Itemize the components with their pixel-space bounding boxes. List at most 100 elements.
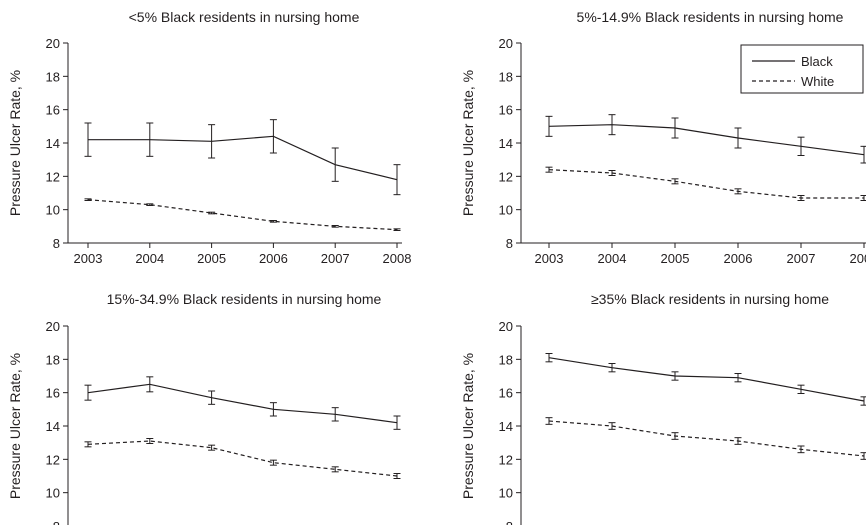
legend: Black White [740, 44, 864, 94]
legend-box [740, 44, 864, 94]
error-bar-white [671, 432, 679, 440]
y-tick-label: 18 [499, 352, 513, 367]
y-tick-label: 12 [499, 452, 513, 467]
series-black [84, 376, 401, 430]
series-line-black [88, 135, 398, 181]
y-axis-label: Pressure Ulcer Rate, % [460, 70, 476, 216]
series-line-black [548, 357, 865, 402]
y-tick-label: 8 [53, 519, 60, 525]
x-tick-label: 2007 [787, 251, 816, 266]
x-tick-label: 2007 [321, 251, 350, 266]
error-bar-white [269, 459, 277, 466]
series-line-white [87, 440, 398, 477]
chart-panel-3: 15%-34.9% Black residents in nursing hom… [7, 291, 401, 525]
series-line-white [87, 199, 398, 231]
error-bar-black [860, 145, 866, 164]
error-bar-white [331, 466, 339, 473]
chart-panel-2: 5%-14.9% Black residents in nursing home… [460, 9, 866, 266]
series-black [545, 353, 866, 406]
error-bar-black [797, 384, 805, 394]
error-bar-black [84, 384, 92, 401]
y-tick-label: 8 [506, 519, 513, 525]
y-tick-label: 20 [46, 36, 60, 51]
panel-title: ≥35% Black residents in nursing home [591, 291, 829, 307]
y-tick-label: 20 [46, 319, 60, 334]
series-black [84, 119, 401, 196]
error-bar-black [734, 373, 742, 383]
y-axis-label: Pressure Ulcer Rate, % [460, 353, 476, 499]
y-tick-label: 10 [499, 203, 513, 218]
x-tick-label: 2008 [850, 251, 866, 266]
panel-title: 5%-14.9% Black residents in nursing home [577, 9, 844, 25]
panel-title: <5% Black residents in nursing home [129, 9, 360, 25]
error-bar-white [797, 445, 805, 454]
y-tick-label: 14 [46, 136, 60, 151]
error-bar-white [269, 220, 277, 223]
chart-panel-1: <5% Black residents in nursing home 8 10 12… [7, 9, 411, 266]
x-tick-label: 2006 [724, 251, 753, 266]
error-bar-white [734, 188, 742, 195]
chart-panel-4: ≥35% Black residents in nursing home 8 10 1… [460, 291, 866, 525]
y-tick-label: 20 [499, 319, 513, 334]
error-bar-black [860, 396, 866, 406]
error-bar-black [671, 117, 679, 139]
error-bar-black [545, 353, 553, 363]
error-bar-white [608, 422, 616, 430]
series-line-white [548, 420, 865, 457]
y-tick-label: 8 [53, 236, 60, 251]
y-tick-label: 12 [46, 452, 60, 467]
legend-label-black: Black [801, 54, 833, 69]
legend-label-white: White [801, 74, 834, 89]
error-bar-black [608, 114, 616, 136]
series-line-white [548, 169, 864, 199]
x-tick-label: 2005 [197, 251, 226, 266]
y-tick-label: 12 [499, 169, 513, 184]
error-bar-black [331, 147, 339, 182]
error-bar-white [545, 417, 553, 425]
y-axis-label: Pressure Ulcer Rate, % [7, 353, 23, 499]
y-tick-label: 16 [499, 103, 513, 118]
error-bar-white [608, 170, 616, 176]
y-tick-label: 8 [506, 236, 513, 251]
error-bar-white [84, 198, 92, 201]
y-tick-label: 14 [499, 136, 513, 151]
series-line-black [548, 124, 865, 156]
series-white [84, 198, 401, 231]
error-bar-black [331, 407, 339, 422]
y-tick-label: 18 [46, 352, 60, 367]
error-bar-white [797, 195, 805, 201]
y-tick-label: 16 [499, 386, 513, 401]
y-tick-label: 14 [46, 419, 60, 434]
series-black [545, 114, 866, 164]
y-tick-label: 10 [499, 486, 513, 501]
y-tick-label: 18 [46, 69, 60, 84]
error-bar-black [146, 376, 154, 393]
error-bar-white [84, 441, 92, 448]
error-bar-black [208, 390, 216, 405]
x-tick-label: 2004 [598, 251, 627, 266]
series-white [84, 438, 401, 479]
error-bar-black [269, 119, 277, 154]
error-bar-white [671, 178, 679, 185]
error-bar-white [208, 444, 216, 451]
y-tick-label: 14 [499, 419, 513, 434]
error-bar-white [393, 228, 401, 231]
error-bar-black [671, 371, 679, 381]
error-bar-black [393, 415, 401, 430]
error-bar-white [146, 438, 154, 444]
error-bar-white [146, 203, 154, 206]
y-tick-label: 18 [499, 69, 513, 84]
error-bar-black [146, 122, 154, 157]
error-bar-white [860, 452, 866, 460]
panel-title: 15%-34.9% Black residents in nursing hom… [107, 291, 382, 307]
error-bar-black [208, 124, 216, 159]
error-bar-white [545, 166, 553, 173]
x-tick-label: 2006 [259, 251, 288, 266]
x-tick-label: 2008 [383, 251, 412, 266]
x-tick-label: 2004 [135, 251, 164, 266]
error-bar-black [608, 363, 616, 373]
series-white [545, 417, 866, 460]
error-bar-black [84, 122, 92, 157]
error-bar-black [545, 115, 553, 137]
